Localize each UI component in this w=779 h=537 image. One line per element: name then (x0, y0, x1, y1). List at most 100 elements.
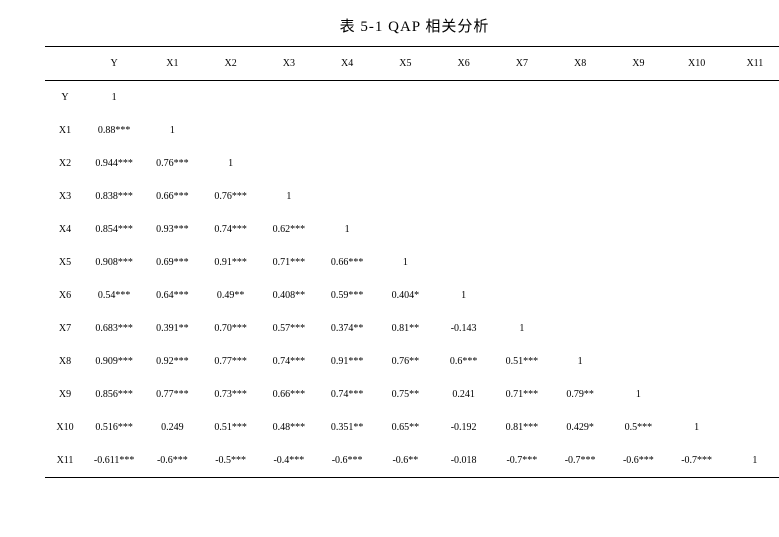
cell (609, 345, 667, 378)
cell: 1 (668, 411, 726, 444)
cell (551, 312, 609, 345)
cell: 0.51*** (493, 345, 551, 378)
cell: -0.7*** (551, 444, 609, 478)
row-label: X3 (45, 180, 85, 213)
cell (260, 81, 318, 115)
cell: 0.374** (318, 312, 376, 345)
table-row: X100.516***0.2490.51***0.48***0.351**0.6… (45, 411, 779, 444)
cell: 0.5*** (609, 411, 667, 444)
cell (726, 213, 779, 246)
cell (726, 411, 779, 444)
cell: 0.91*** (202, 246, 260, 279)
cell (551, 180, 609, 213)
cell (609, 81, 667, 115)
cell: 0.351** (318, 411, 376, 444)
cell (376, 213, 434, 246)
table-row: X40.854***0.93***0.74***0.62***1 (45, 213, 779, 246)
cell: -0.7*** (493, 444, 551, 478)
cell: 1 (318, 213, 376, 246)
cell (609, 246, 667, 279)
cell (551, 114, 609, 147)
table-header-row: YX1X2X3X4X5X6X7X8X9X10X11 (45, 47, 779, 81)
cell: 0.76*** (202, 180, 260, 213)
table-row: X11-0.611***-0.6***-0.5***-0.4***-0.6***… (45, 444, 779, 478)
row-label: X4 (45, 213, 85, 246)
cell: -0.192 (435, 411, 493, 444)
cell: 0.70*** (202, 312, 260, 345)
correlation-table: YX1X2X3X4X5X6X7X8X9X10X11 Y1X10.88***1X2… (45, 46, 779, 478)
row-label: X9 (45, 378, 85, 411)
cell (551, 213, 609, 246)
cell (609, 213, 667, 246)
cell: 0.429* (551, 411, 609, 444)
cell: 0.59*** (318, 279, 376, 312)
cell: 0.391** (143, 312, 201, 345)
row-label: X7 (45, 312, 85, 345)
cell (260, 147, 318, 180)
cell (726, 81, 779, 115)
cell: 0.77*** (202, 345, 260, 378)
table-row: X60.54***0.64***0.49**0.408**0.59***0.40… (45, 279, 779, 312)
cell (668, 279, 726, 312)
column-header: X2 (202, 47, 260, 81)
table-row: X90.856***0.77***0.73***0.66***0.74***0.… (45, 378, 779, 411)
cell: 0.49** (202, 279, 260, 312)
cell: 0.66*** (260, 378, 318, 411)
cell: 0.57*** (260, 312, 318, 345)
cell (143, 81, 201, 115)
column-header: X1 (143, 47, 201, 81)
cell: 0.73*** (202, 378, 260, 411)
cell: -0.143 (435, 312, 493, 345)
row-label: X10 (45, 411, 85, 444)
cell: 0.241 (435, 378, 493, 411)
cell: 0.75** (376, 378, 434, 411)
cell (435, 81, 493, 115)
row-label: X5 (45, 246, 85, 279)
cell (493, 180, 551, 213)
cell (668, 312, 726, 345)
cell: 0.76** (376, 345, 434, 378)
column-header: X11 (726, 47, 779, 81)
column-header: X4 (318, 47, 376, 81)
cell: 1 (85, 81, 143, 115)
cell: 1 (726, 444, 779, 478)
cell: 0.54*** (85, 279, 143, 312)
cell (668, 81, 726, 115)
cell: 0.854*** (85, 213, 143, 246)
table-row: X50.908***0.69***0.91***0.71***0.66***1 (45, 246, 779, 279)
cell: 0.76*** (143, 147, 201, 180)
cell (493, 213, 551, 246)
table-container: 表 5-1 QAP 相关分析 YX1X2X3X4X5X6X7X8X9X10X11… (25, 15, 779, 478)
cell (376, 180, 434, 213)
column-header: X9 (609, 47, 667, 81)
column-header: X5 (376, 47, 434, 81)
cell: 0.683*** (85, 312, 143, 345)
cell: 0.6*** (435, 345, 493, 378)
cell: 0.65** (376, 411, 434, 444)
row-label: X6 (45, 279, 85, 312)
cell: 1 (435, 279, 493, 312)
cell (668, 180, 726, 213)
cell (376, 147, 434, 180)
cell (726, 180, 779, 213)
cell (726, 114, 779, 147)
cell: 1 (376, 246, 434, 279)
cell: -0.4*** (260, 444, 318, 478)
cell (551, 81, 609, 115)
cell: 0.93*** (143, 213, 201, 246)
cell: 0.51*** (202, 411, 260, 444)
cell (435, 246, 493, 279)
cell (668, 147, 726, 180)
cell (260, 114, 318, 147)
cell: 0.91*** (318, 345, 376, 378)
cell: 1 (260, 180, 318, 213)
cell: -0.6*** (318, 444, 376, 478)
cell (493, 81, 551, 115)
cell (551, 279, 609, 312)
cell (668, 378, 726, 411)
row-label: X11 (45, 444, 85, 478)
cell: 0.88*** (85, 114, 143, 147)
cell (435, 213, 493, 246)
cell (609, 147, 667, 180)
cell: -0.018 (435, 444, 493, 478)
